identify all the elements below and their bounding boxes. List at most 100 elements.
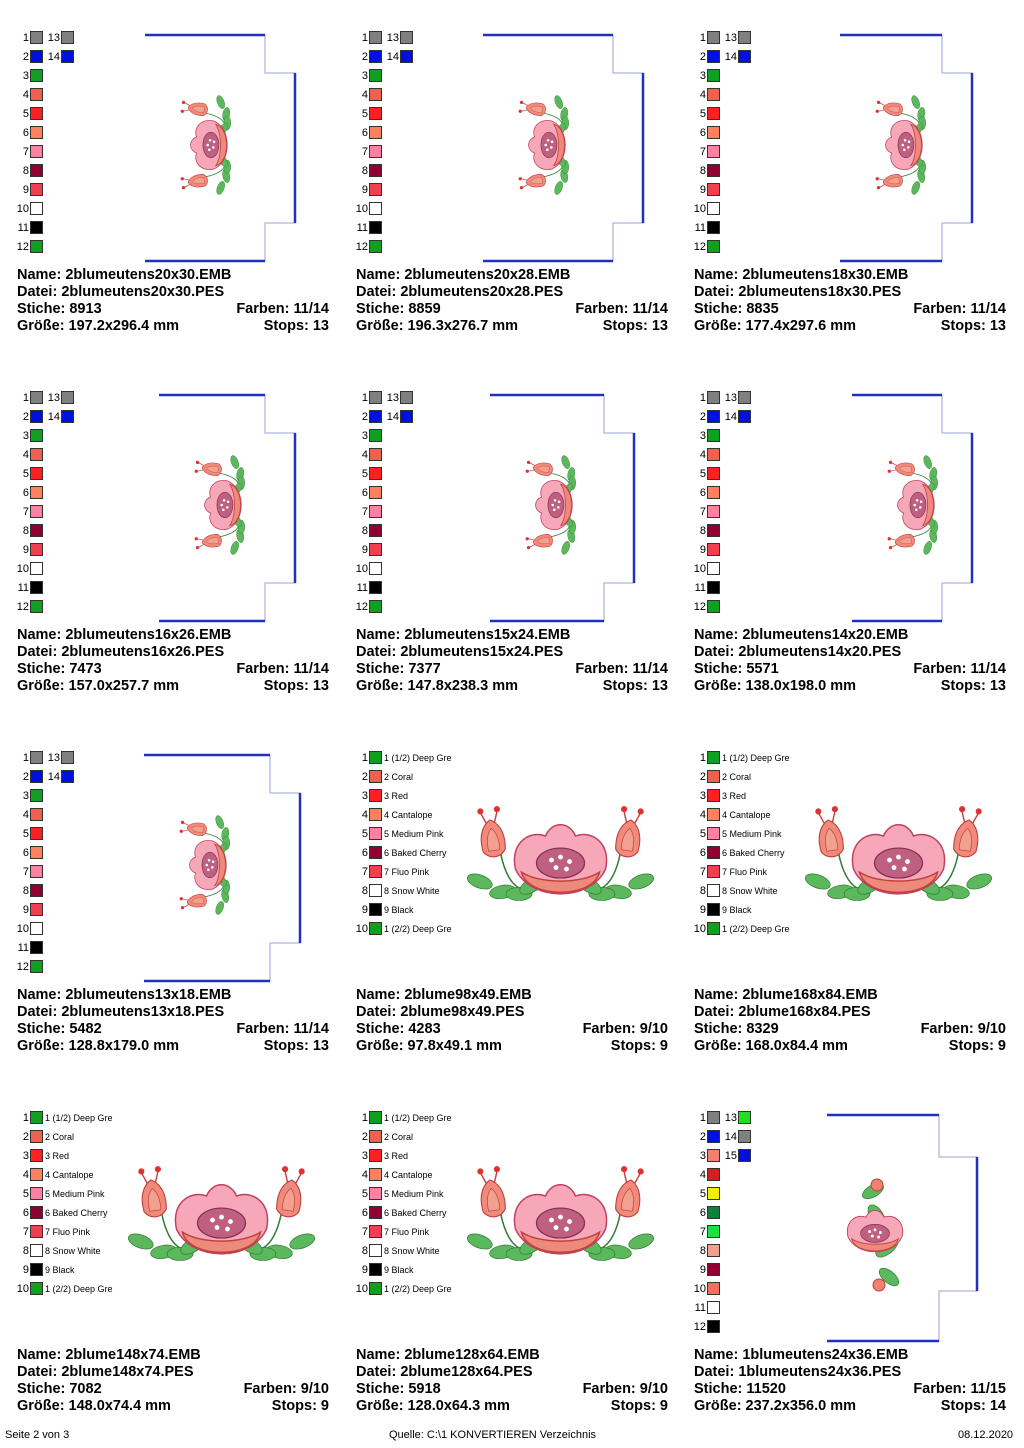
color-swatch xyxy=(738,31,751,44)
design-card: 1 13 2 14 3 4 5 6 7 8 9 10 11 12 Name: 2blumeutens15x2… xyxy=(354,385,684,725)
stitch-count: Stiche: 7377 xyxy=(356,661,441,677)
color-index: 7 xyxy=(22,145,29,158)
thread-name: 8 Snow White xyxy=(722,885,778,896)
flower-bud xyxy=(615,1166,644,1218)
leaf-shape xyxy=(923,455,932,469)
color-index: 12 xyxy=(693,600,706,613)
color-swatch-row: 12 xyxy=(15,957,43,976)
color-swatch xyxy=(369,391,382,404)
main-flower xyxy=(513,1184,608,1255)
color-index: 1 xyxy=(699,751,706,764)
color-index: 10 xyxy=(693,1282,706,1295)
color-swatch xyxy=(707,410,720,423)
stitch-count: Stiche: 7082 xyxy=(17,1381,102,1397)
color-index: 4 xyxy=(22,448,29,461)
stop-count: Stops: 13 xyxy=(940,318,1006,334)
design-name: Name: 2blumeutens20x30.EMB xyxy=(17,267,232,283)
color-index: 7 xyxy=(361,145,368,158)
color-swatch xyxy=(369,1225,382,1238)
color-index: 7 xyxy=(22,505,29,518)
color-swatch xyxy=(30,221,43,234)
leaf-shape xyxy=(554,95,563,109)
color-swatch-row: 2 14 xyxy=(692,407,751,426)
color-swatch-row: 8 xyxy=(15,521,43,540)
main-flower xyxy=(204,480,242,530)
info-line: Name: 2blume128x64.EMB xyxy=(356,1347,668,1364)
color-swatch xyxy=(369,1263,382,1276)
color-swatch xyxy=(369,1130,382,1143)
color-swatch xyxy=(707,770,720,783)
color-swatch-row: 2 14 xyxy=(15,47,74,66)
color-index: 12 xyxy=(693,240,706,253)
color-swatch-row: 1 13 xyxy=(15,748,74,767)
info-line: Name: 2blumeutens16x26.EMB xyxy=(17,627,329,644)
color-swatch xyxy=(738,391,751,404)
color-swatch-row: 3 xyxy=(692,66,720,85)
color-swatch xyxy=(369,770,382,783)
thread-name: 2 Coral xyxy=(45,1131,75,1142)
color-swatch xyxy=(707,31,720,44)
color-swatch-row: 2 14 xyxy=(692,1127,751,1146)
color-index: 4 xyxy=(22,808,29,821)
thread-name: 1 (1/2) Deep Gre xyxy=(384,1112,452,1123)
color-swatch xyxy=(369,1282,382,1295)
color-swatch xyxy=(707,1263,720,1276)
thread-name: 7 Fluo Pink xyxy=(384,866,430,877)
color-swatch-row: 4 4 Cantalope xyxy=(692,805,794,824)
info-line: Name: 2blumeutens15x24.EMB xyxy=(356,627,668,644)
stop-count: Stops: 14 xyxy=(940,1398,1006,1414)
color-swatch-row: 12 xyxy=(354,237,382,256)
flower-bud xyxy=(180,100,208,116)
color-swatch-row: 12 xyxy=(354,597,382,616)
color-index: 6 xyxy=(361,846,368,859)
color-index: 2 xyxy=(361,770,368,783)
stop-count: Stops: 13 xyxy=(940,678,1006,694)
color-swatch xyxy=(369,1168,382,1181)
color-count: Farben: 11/14 xyxy=(575,301,668,317)
color-index: 4 xyxy=(361,1168,368,1181)
color-swatch-row: 6 xyxy=(15,843,43,862)
color-swatch-row: 1 1 (1/2) Deep Gre xyxy=(354,748,456,767)
color-index: 6 xyxy=(699,126,706,139)
design-card: 1 1 (1/2) Deep Gre 2 2 Coral 3 3 Red 4 4 Cantal… xyxy=(354,745,684,1085)
color-swatch xyxy=(707,543,720,556)
design-preview xyxy=(804,806,993,901)
design-preview xyxy=(466,806,655,901)
color-swatch-row: 8 xyxy=(354,161,382,180)
thread-name: 5 Medium Pink xyxy=(722,828,782,839)
color-swatch-row: 1 13 xyxy=(15,388,74,407)
color-swatch xyxy=(30,1130,43,1143)
color-swatch-row: 5 5 Medium Pink xyxy=(692,824,794,843)
thread-name: 9 Black xyxy=(45,1264,75,1275)
info-line: Größe: 128.0x64.3 mm Stops: 9 xyxy=(356,1398,668,1415)
color-count: Farben: 11/14 xyxy=(236,1021,329,1037)
color-swatch xyxy=(30,827,43,840)
color-index: 14 xyxy=(724,410,737,423)
color-index: 3 xyxy=(22,69,29,82)
color-index: 11 xyxy=(356,581,368,594)
color-swatch xyxy=(369,505,382,518)
color-swatch xyxy=(369,865,382,878)
design-file: Datei: 2blumeutens16x26.PES xyxy=(17,644,225,660)
color-index: 7 xyxy=(22,1225,29,1238)
color-swatch xyxy=(30,145,43,158)
info-line: Stiche: 8835 Farben: 11/14 xyxy=(694,301,1006,318)
design-name: Name: 2blumeutens14x20.EMB xyxy=(694,627,909,643)
color-swatch-row: 9 9 Black xyxy=(692,900,794,919)
color-swatch xyxy=(30,1225,43,1238)
color-swatch xyxy=(30,1149,43,1162)
color-swatch-row: 4 4 Cantalope xyxy=(354,805,456,824)
color-swatch xyxy=(30,600,43,613)
color-index: 10 xyxy=(16,202,29,215)
color-swatch-row: 7 7 Fluo Pink xyxy=(15,1222,117,1241)
design-size: Größe: 157.0x257.7 mm xyxy=(17,678,180,694)
color-index: 3 xyxy=(699,1149,706,1162)
color-swatch xyxy=(369,221,382,234)
color-index: 4 xyxy=(361,88,368,101)
color-swatch xyxy=(369,410,382,423)
thread-name: 7 Fluo Pink xyxy=(722,866,768,877)
color-index: 7 xyxy=(699,145,706,158)
color-index: 12 xyxy=(355,240,368,253)
color-swatch xyxy=(30,1206,43,1219)
flower-bud xyxy=(194,460,222,476)
